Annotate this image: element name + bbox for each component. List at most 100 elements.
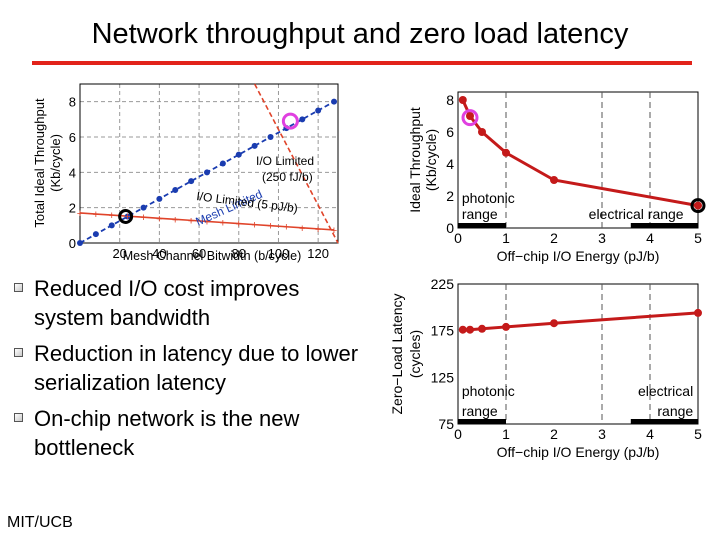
- chart1-point-mesh: [188, 178, 195, 185]
- chart2-y-tick: 6: [446, 124, 454, 140]
- chart1-y-tick: 4: [69, 165, 76, 180]
- energy-latency-chart: photonic range electrical range 75 125 175 225…: [389, 276, 702, 460]
- chart2-y-label-line2: (Kb/cycle): [423, 129, 439, 191]
- chart3-x-tick: 0: [454, 426, 462, 442]
- bullet-list: Reduced I/O cost improves system bandwid…: [14, 274, 374, 469]
- bullet-item: Reduction in latency due to lower serial…: [14, 339, 374, 397]
- chart1-y-label-line2: (Kb/cycle): [48, 134, 63, 192]
- bullet-item: Reduced I/O cost improves system bandwid…: [14, 274, 374, 332]
- chart2-x-tick: 5: [694, 230, 702, 246]
- chart1-point-io-5pj: +: [156, 213, 162, 225]
- chart3-electrical-label: range: [657, 403, 693, 419]
- chart1-point-io-5pj: +: [188, 215, 194, 227]
- chart3-photonic-label: photonic: [462, 383, 515, 399]
- chart2-y-tick: 0: [446, 220, 454, 236]
- chart1-point-mesh: [267, 134, 274, 140]
- chart3-electrical-range-bar: [630, 419, 698, 424]
- chart3-x-tick: 4: [646, 426, 654, 442]
- chart1-highlight-photonic: [281, 112, 299, 130]
- chart2-highlight-electrical: [690, 198, 706, 214]
- chart1-y-label-line1: Total Ideal Throughput: [32, 98, 47, 228]
- chart3-point: [478, 324, 486, 333]
- chart2-x-tick: 2: [550, 230, 558, 246]
- chart3-point: [458, 325, 467, 334]
- chart1-annotation-io-250-line1: I/O Limited: [256, 154, 314, 168]
- chart3-frame: [457, 283, 699, 425]
- chart1-y-tick: 2: [69, 201, 76, 216]
- chart1-x-label: Mesh Channel Bitwidth (b/cycle): [123, 249, 302, 263]
- chart1-x-tick: 80: [232, 246, 246, 261]
- chart2-x-tick: 1: [502, 230, 510, 246]
- footer-label: MIT/UCB: [7, 514, 73, 531]
- chart1-point-mesh: [92, 231, 99, 238]
- bullet-text: Reduced I/O cost improves system bandwid…: [34, 276, 300, 330]
- chart1-point-io-5pj: +: [77, 208, 83, 220]
- chart2-y-tick: 8: [446, 92, 454, 108]
- chart1-point-io-5pj: +: [267, 221, 273, 233]
- slide-title: Network throughput and zero load latency: [91, 18, 629, 50]
- chart1-x-tick: 100: [268, 246, 290, 261]
- chart1-point-io-5pj: +: [220, 218, 226, 230]
- chart2-point: [458, 96, 467, 104]
- chart1-point-mesh: [251, 142, 258, 149]
- chart1-point-io-5pj: +: [283, 222, 289, 234]
- chart2-electrical-label: electrical range: [589, 206, 684, 222]
- chart2-highlight-photonic: [461, 109, 479, 127]
- chart3-photonic-label: range: [462, 403, 498, 419]
- chart3-y-tick: 175: [431, 323, 455, 339]
- chart1-y-tick: 8: [69, 95, 76, 110]
- chart3-point: [502, 322, 510, 331]
- chart1-x-tick: 40: [152, 246, 166, 261]
- chart1-point-mesh: [108, 222, 115, 229]
- bullet-square-icon: [14, 348, 23, 357]
- chart3-photonic-range-bar: [458, 419, 506, 424]
- mesh-throughput-chart: 0 2 4 6 8 20 40 60 80 100 120 + + + + + + + + + + + + + + + + + M…: [32, 83, 339, 263]
- chart1-point-io-5pj: +: [251, 220, 257, 232]
- chart1-point-mesh: [140, 204, 147, 211]
- bullet-square-icon: [14, 283, 23, 292]
- chart1-point-mesh: [219, 160, 226, 167]
- chart1-point-io-5pj: +: [172, 214, 178, 226]
- chart2-y-tick: 2: [446, 188, 454, 204]
- chart1-x-tick: 120: [307, 246, 329, 261]
- bullet-text: On-chip network is the new bottleneck: [34, 406, 300, 460]
- chart1-highlight-electrical: [118, 209, 134, 224]
- chart1-point-mesh: [331, 98, 338, 105]
- chart1-point-io-5pj: +: [331, 225, 337, 237]
- chart1-point-mesh: [124, 213, 131, 220]
- chart2-y-tick: 4: [446, 156, 454, 172]
- chart2-point: [466, 112, 474, 120]
- chart1-point-io-5pj: +: [315, 224, 321, 236]
- chart1-point-mesh: [156, 195, 163, 202]
- chart2-x-tick: 3: [598, 230, 606, 246]
- chart3-y-tick: 75: [438, 416, 454, 432]
- chart2-x-tick: 4: [646, 230, 654, 246]
- chart1-point-io-5pj: +: [109, 210, 115, 222]
- chart1-point-mesh: [299, 116, 306, 123]
- chart2-x-tick: 0: [454, 230, 462, 246]
- chart1-frame: [79, 83, 339, 244]
- chart1-point-io-5pj: +: [204, 216, 210, 228]
- chart3-electrical-label: electrical: [638, 383, 693, 399]
- chart3-x-tick: 5: [694, 426, 702, 442]
- chart1-point-io-5pj: +: [93, 209, 99, 221]
- chart3-y-tick: 125: [431, 369, 455, 385]
- chart3-y-label-line1: Zero−Load Latency: [389, 293, 405, 414]
- chart3-x-tick: 1: [502, 426, 510, 442]
- chart1-x-tick: 20: [112, 246, 126, 261]
- bullet-item: On-chip network is the new bottleneck: [14, 404, 374, 462]
- chart3-y-label-line2: (cycles): [407, 330, 423, 378]
- chart1-series-io-250: [253, 83, 339, 244]
- title-rule: [32, 61, 692, 65]
- chart3-x-label: Off−chip I/O Energy (pJ/b): [497, 444, 660, 460]
- chart1-point-mesh: [235, 151, 242, 158]
- chart1-point-io-5pj: +: [140, 212, 146, 224]
- chart1-point-mesh: [172, 187, 179, 193]
- chart3-x-tick: 3: [598, 426, 606, 442]
- chart1-point-mesh: [77, 240, 83, 246]
- chart2-point: [502, 148, 510, 157]
- chart1-point-io-5pj: +: [124, 211, 130, 223]
- chart3-y-tick: 225: [431, 276, 455, 292]
- chart1-point-mesh: [204, 169, 211, 176]
